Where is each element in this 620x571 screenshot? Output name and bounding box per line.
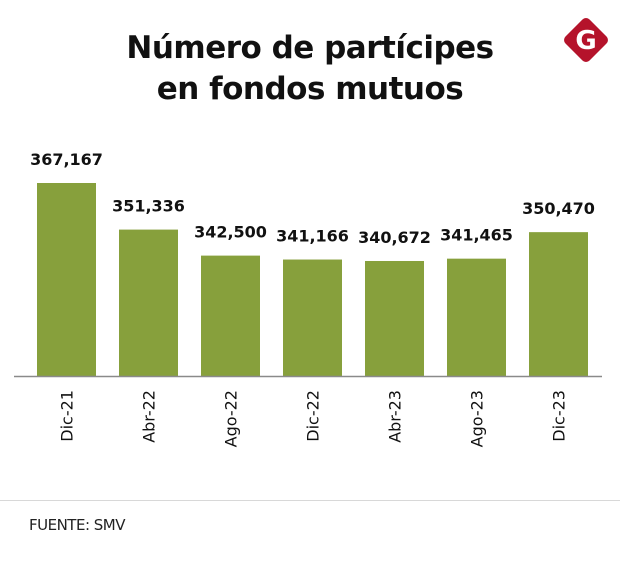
x-tick-label-ago-23: Ago-23: [468, 390, 487, 447]
value-label-dic-22: 341,166: [276, 227, 349, 246]
chart-title-line-2: en fondos mutuos: [156, 71, 464, 107]
value-label-abr-22: 351,336: [112, 197, 185, 216]
value-label-ago-22: 342,500: [194, 223, 267, 242]
bar-abr-22: [119, 229, 178, 376]
value-label-abr-23: 340,672: [358, 228, 431, 247]
x-tick-label-dic-22: Dic-22: [304, 390, 323, 442]
bar-ago-22: [201, 255, 260, 376]
bar-dic-23: [529, 232, 588, 376]
x-tick-labels-group: Dic-21 Abr-22 Ago-22 Dic-22 Abr-23 Ago-23 Dic-…: [58, 390, 569, 447]
x-tick-label-dic-23: Dic-23: [550, 390, 569, 442]
footer-divider: [0, 500, 620, 501]
x-tick-label-abr-22: Abr-22: [140, 390, 159, 443]
bar-abr-23: [365, 260, 424, 376]
source-note: FUENTE: SMV: [29, 516, 126, 534]
chart-title: Número de partícipes en fondos mutuos: [0, 28, 620, 110]
bar-dic-22: [283, 259, 342, 376]
x-tick-label-dic-21: Dic-21: [58, 390, 77, 442]
value-labels-group: 367,167 351,336 342,500 341,166 340,672 341,4…: [30, 150, 595, 247]
logo-letter: G: [575, 26, 596, 56]
chart-title-line-1: Número de partícipes: [126, 30, 494, 66]
bar-chart: 367,167 351,336 342,500 341,166 340,672 341,4…: [14, 150, 602, 447]
gestion-g-logo-icon: G: [564, 18, 608, 62]
x-tick-label-abr-23: Abr-23: [386, 390, 405, 443]
x-tick-label-ago-22: Ago-22: [222, 390, 241, 447]
value-label-dic-23: 350,470: [522, 199, 595, 218]
value-label-dic-21: 367,167: [30, 150, 103, 169]
value-label-ago-23: 341,465: [440, 226, 513, 245]
bar-ago-23: [447, 258, 506, 376]
bars-group: [37, 183, 588, 376]
logo-diamond: [564, 18, 608, 62]
bar-dic-21: [37, 183, 96, 376]
